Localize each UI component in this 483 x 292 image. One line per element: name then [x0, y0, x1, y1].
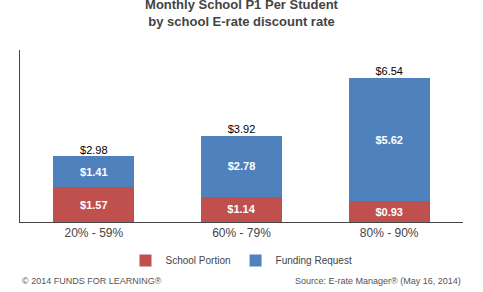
svg-text:$5.62: $5.62: [375, 134, 403, 146]
svg-text:80% - 90%: 80% - 90%: [360, 226, 419, 240]
svg-text:$2.98: $2.98: [80, 144, 108, 156]
svg-text:© 2014 FUNDS FOR LEARNING®: © 2014 FUNDS FOR LEARNING®: [22, 276, 162, 286]
svg-text:Monthly School P1 Per Studentb: Monthly School P1 Per Studentby school E…: [145, 0, 339, 29]
svg-text:$2.78: $2.78: [228, 160, 256, 172]
svg-text:$1.57: $1.57: [80, 199, 108, 211]
svg-text:$1.14: $1.14: [227, 203, 255, 215]
svg-text:$3.92: $3.92: [228, 123, 256, 135]
svg-text:Source: E-rate Manager® (May 1: Source: E-rate Manager® (May 16, 2014): [295, 276, 461, 286]
svg-text:$6.54: $6.54: [375, 65, 403, 77]
svg-text:20% - 59%: 20% - 59%: [64, 226, 123, 240]
svg-text:$0.93: $0.93: [375, 206, 403, 218]
svg-text:60% - 79%: 60% - 79%: [212, 226, 271, 240]
svg-text:School Portion: School Portion: [166, 255, 231, 266]
svg-text:Funding Request: Funding Request: [276, 255, 352, 266]
svg-text:$1.41: $1.41: [80, 166, 108, 178]
